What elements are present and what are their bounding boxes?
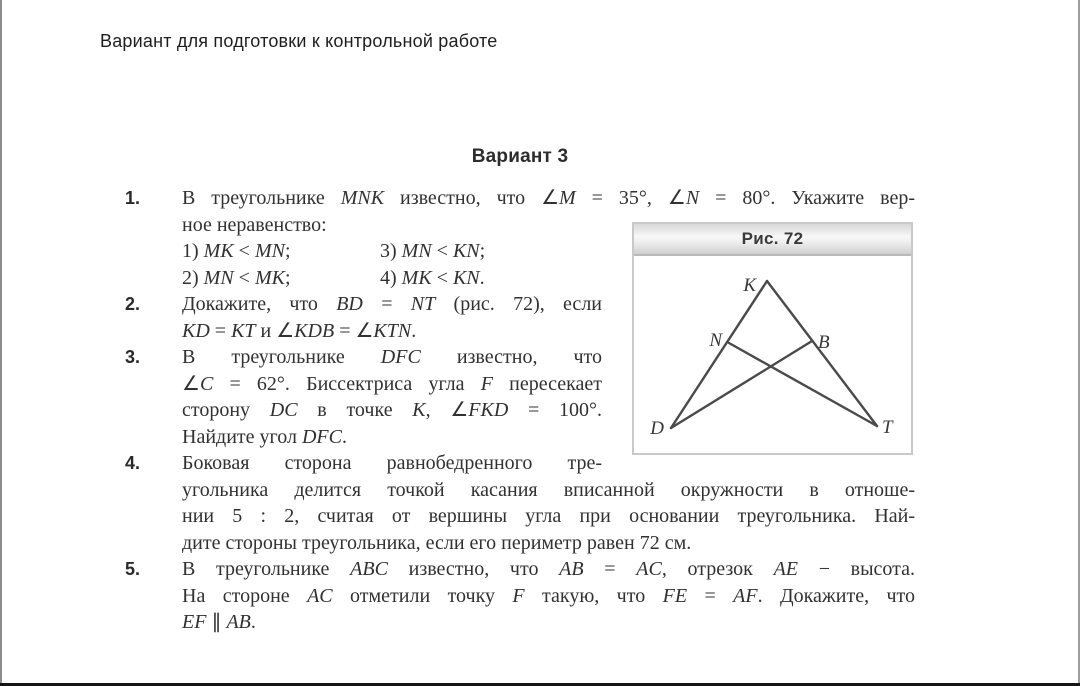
page-bottom-border — [0, 683, 1080, 686]
problem-line: KD = KT и ∠KDB = ∠KTN. — [182, 319, 417, 342]
page-right-border — [1078, 0, 1080, 686]
problem-3-number: 3. — [125, 347, 141, 367]
problem-5: 5. В треугольнике ABC известно, что AB =… — [125, 556, 915, 636]
problem-line: ное неравенство: — [182, 213, 327, 236]
problem-1: 1. В треугольнике MNK известно, что ∠M =… — [125, 185, 915, 291]
answer-options-row-2: 2) MN < MK; 4) MK < KN. — [182, 265, 915, 292]
segment-NT — [727, 341, 879, 428]
problem-line: Боковая сторона равнобедренного тре- — [182, 452, 602, 474]
problem-line: угольника делится точкой касания вписанн… — [182, 478, 915, 501]
problem-line: сторону DC в точке K, ∠FKD = 100°. — [182, 399, 603, 421]
figure-caption: Рис. 72 — [634, 224, 911, 256]
problem-2-text: Докажите, что BD = NT (рис. 72), если KD… — [182, 291, 915, 344]
answer-option-3: 3) MN < KN; — [380, 240, 486, 262]
answer-option-4: 4) MK < KN. — [380, 266, 485, 289]
problem-4: 4. Боковая сторона равнобедренного тре- … — [125, 450, 915, 556]
problem-3-text: В треугольнике DFC известно, что ∠C = 62… — [182, 344, 915, 450]
answer-option-1: 1) MK < MN; — [182, 240, 291, 262]
vertex-label-d: D — [649, 418, 664, 439]
problem-line: В треугольнике ABC известно, что AB = AC… — [182, 558, 916, 580]
vertex-label-t: T — [882, 417, 894, 438]
page-left-border — [0, 0, 2, 686]
problem-line: В треугольнике DFC известно, что — [182, 346, 602, 368]
answer-options-row-1: 1) MK < MN; 3) MN < KN; — [182, 238, 915, 265]
problem-2-number: 2. — [125, 294, 141, 314]
segment-DB — [669, 339, 814, 430]
vertex-label-k: K — [742, 275, 757, 296]
geometry-diagram: K N B D T — [634, 256, 911, 451]
problem-line: В треугольнике MNK известно, что ∠M = 35… — [182, 187, 915, 209]
problem-3: 3. В треугольнике DFC известно, что ∠C =… — [125, 344, 915, 450]
vertex-label-n: N — [708, 330, 723, 351]
vertex-label-b: B — [818, 332, 830, 353]
variant-title: Вариант 3 — [471, 146, 569, 167]
problem-4-number: 4. — [125, 453, 141, 473]
problem-line: Докажите, что BD = NT (рис. 72), если — [182, 293, 602, 315]
answer-option-2: 2) MN < MK; — [182, 266, 291, 289]
problem-5-text: В треугольнике ABC известно, что AB = AC… — [182, 556, 915, 636]
segment-KT — [765, 279, 879, 428]
segment-DK — [669, 279, 769, 430]
diagram-svg: K N B D T — [649, 275, 894, 439]
figure-box: Рис. 72 K N B D T — [632, 222, 913, 455]
problem-5-number: 5. — [125, 559, 141, 579]
problem-1-number: 1. — [125, 188, 141, 208]
problem-line: дите стороны треугольника, если его пери… — [182, 531, 692, 554]
problem-4-text: Боковая сторона равнобедренного тре- уго… — [182, 450, 915, 556]
problem-line: нии 5 : 2, считая от вершины угла при ос… — [182, 505, 915, 527]
problem-1-text: В треугольнике MNK известно, что ∠M = 35… — [182, 185, 915, 291]
problem-line: На стороне AC отметили точку F такую, чт… — [182, 584, 916, 607]
worksheet-body: Вариант 3 1. В треугольнике MNK известно… — [125, 146, 915, 636]
problem-line: ∠C = 62°. Биссектриса угла F пересекает — [182, 372, 602, 395]
problem-line: Найдите угол DFC. — [182, 425, 347, 448]
problem-line: EF ∥ AB. — [182, 611, 256, 633]
problem-2: 2. Докажите, что BD = NT (рис. 72), если… — [125, 291, 915, 344]
document-header: Вариант для подготовки к контрольной раб… — [100, 31, 498, 51]
